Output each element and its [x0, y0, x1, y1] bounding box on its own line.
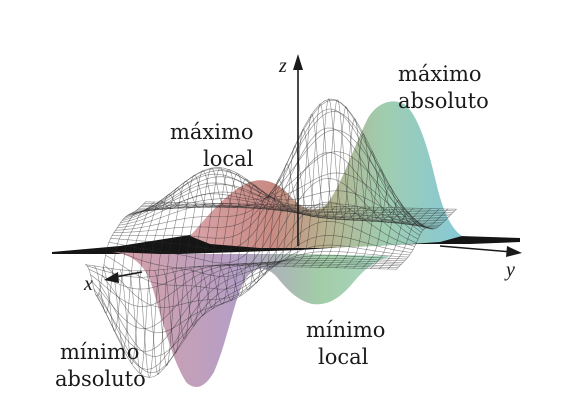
label-max-abs-line1: máximo [398, 62, 482, 86]
y-axis-arrow-icon [506, 246, 522, 257]
label-max-loc: máximo local [170, 120, 254, 171]
label-max-abs-line2: absoluto [398, 89, 489, 113]
label-max-loc-line1: máximo [170, 120, 254, 144]
label-min-abs-line2: absoluto [55, 367, 146, 391]
x-axis-label: x [83, 273, 93, 295]
label-min-loc: mínimo local [306, 318, 385, 369]
z-axis-arrow-icon [293, 54, 303, 70]
label-min-abs: mínimo absoluto [55, 340, 146, 391]
label-min-loc-line2: local [318, 345, 369, 369]
z-axis-label: z [278, 55, 287, 77]
label-min-abs-line1: mínimo [60, 340, 139, 364]
label-max-loc-line2: local [203, 147, 254, 171]
y-axis-line [440, 246, 512, 252]
y-axis-label: y [504, 259, 515, 281]
label-max-abs: máximo absoluto [398, 62, 489, 113]
label-min-loc-line1: mínimo [306, 318, 385, 342]
